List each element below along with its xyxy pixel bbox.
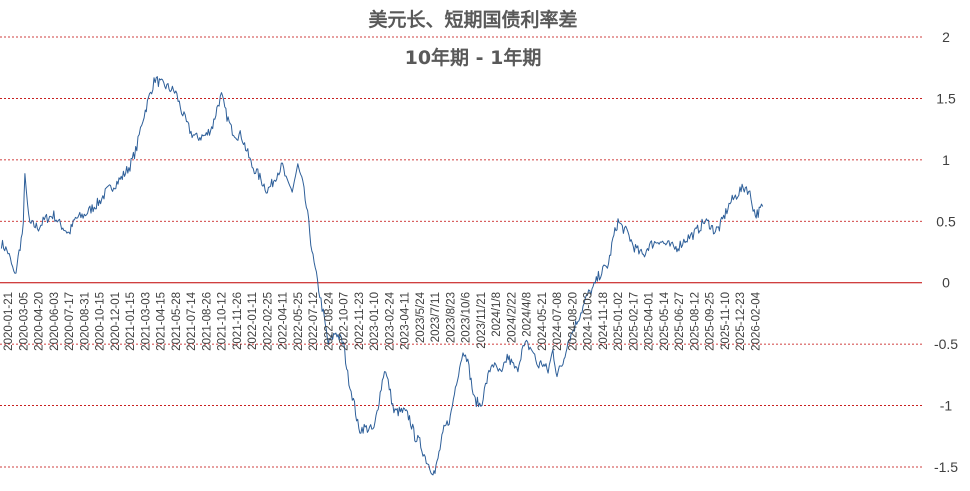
y-tick-label: 2 [942,29,950,45]
series-line [0,76,764,476]
x-tick-label: 2025-04-01 [644,292,656,351]
x-tick-label: 2021-05-28 [171,292,183,351]
x-tick-label: 2022-07-12 [308,292,320,351]
y-tick-label: 1 [942,152,950,168]
x-tick-label: 2021-04-15 [156,292,168,351]
x-tick-label: 2022-11-23 [354,292,366,350]
x-tick-label: 2025-02-17 [628,292,640,351]
x-tick-label: 2021-01-15 [125,292,137,351]
x-tick-label: 2023/11/21 [476,292,488,349]
x-tick-label: 2020-10-15 [95,292,107,351]
chart-title: 美元长、短期国债利率差 [368,8,577,31]
x-tick-label: 2025-05-14 [659,291,671,350]
x-tick-label: 2020-04-20 [34,292,46,351]
x-tick-label: 2024-08-20 [567,292,579,351]
x-tick-label: 2023/10/6 [461,292,473,343]
x-tick-label: 2025-06-27 [674,292,686,351]
x-tick-label: 2021-08-26 [201,292,213,351]
y-axis: 2 1.5 1 0.5 0 -0.5 -1 -1.5 [934,29,958,475]
x-tick-label: 2023-04-11 [400,292,412,350]
x-tick-label: 2021-07-14 [186,291,198,350]
x-tick-label: 2022-04-11 [278,292,290,350]
x-tick-label: 2020-12-01 [110,292,122,351]
x-tick-label: 2023/5/24 [415,291,427,343]
x-tick-label: 2020-07-17 [64,292,76,351]
x-tick-label: 2023/8/23 [445,292,457,343]
x-tick-label: 2021-03-03 [140,292,152,351]
x-tick-label: 2020-06-03 [49,292,61,351]
y-tick-label: -1 [940,398,953,414]
y-tick-label: 0 [942,275,950,291]
x-tick-label: 2025-12-23 [735,292,747,351]
x-tick-label: 2021-10-12 [217,292,229,351]
x-tick-label: 2024-05-21 [537,292,549,351]
x-tick-label: 2022-01-11 [247,292,259,350]
x-tick-label: 2023-02-24 [384,291,396,350]
x-tick-label: 2020-03-05 [18,292,30,351]
series-line-path [0,76,764,476]
x-tick-label: 2022-10-07 [339,292,351,351]
x-tick-label: 2022-02-25 [262,292,274,351]
x-axis: 2020-01-21 2020-03-05 2020-04-20 2020-06-03… [3,291,762,350]
x-tick-label: 2024/2/22 [506,292,518,343]
x-tick-label: 2023/7/11 [430,292,442,342]
y-tick-label: 1.5 [936,90,956,106]
x-tick-label: 2023-01-10 [369,292,381,351]
x-tick-label: 2021-11-26 [232,292,244,350]
x-tick-label: 2025-09-25 [705,292,717,351]
x-tick-label: 2022-08-24 [323,291,335,350]
y-tick-label: 0.5 [936,213,956,229]
x-tick-label: 2022-05-25 [293,292,305,351]
x-tick-label: 2024-07-08 [552,292,564,351]
chart-subtitle: 10年期 - 1年期 [405,46,542,69]
x-tick-label: 2020-01-21 [3,292,15,351]
x-tick-label: 2024-10-03 [583,292,595,351]
x-tick-label: 2026-02-04 [750,291,762,350]
x-tick-label: 2020-08-31 [79,292,91,351]
y-tick-label: -0.5 [934,336,958,352]
x-tick-label: 2024/4/8 [522,292,534,337]
grid-lines [0,36,922,468]
x-tick-label: 2025-08-12 [689,292,701,351]
x-tick-label: 2024-11-18 [598,292,610,350]
x-tick-label: 2025-11-10 [720,292,732,350]
y-tick-label: -1.5 [934,459,958,475]
x-tick-label: 2024/1/8 [491,292,503,337]
x-tick-label: 2025-01-02 [613,292,625,351]
